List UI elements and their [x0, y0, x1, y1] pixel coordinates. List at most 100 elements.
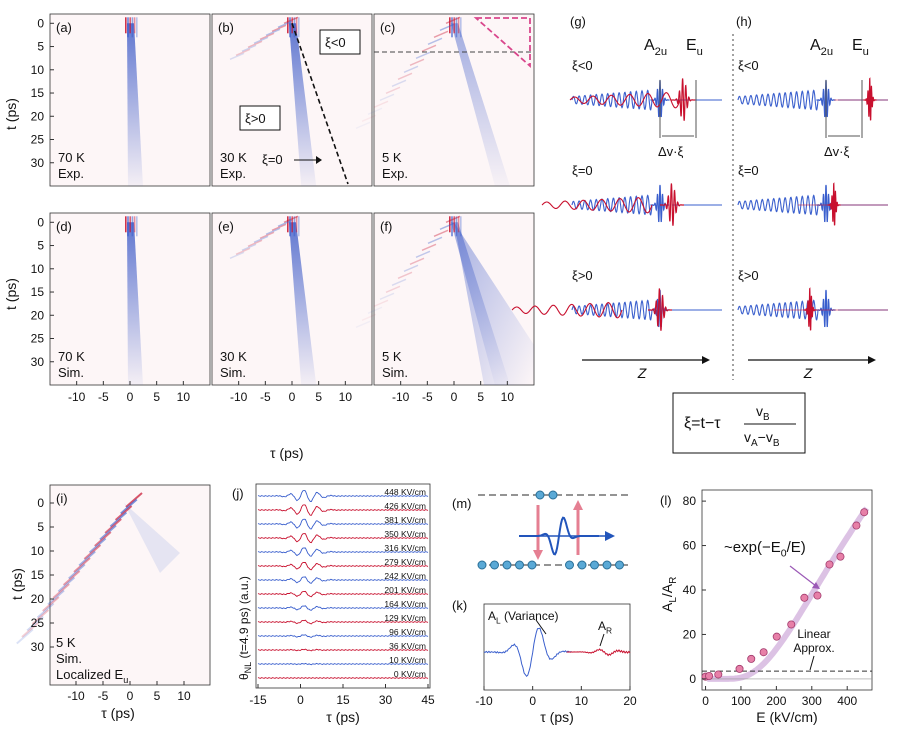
schematic-g: (g) A2u Eu ξ<0 Δv·ξ ξ=0 ξ>0 Z	[511, 14, 722, 381]
fringe	[120, 498, 138, 515]
fringe	[109, 511, 128, 528]
a2u-pulse	[650, 184, 670, 223]
panel-m: (m)	[452, 490, 632, 570]
panel-label: (j)	[232, 486, 244, 501]
trace	[257, 518, 429, 530]
fringe	[355, 121, 371, 129]
trace	[257, 533, 429, 544]
y-tick-label: 5	[37, 40, 44, 54]
xi-zero-label: ξ=0	[262, 152, 283, 167]
blue-streak	[451, 23, 510, 186]
fit-label-rest: /E)	[787, 539, 806, 556]
fringe	[391, 79, 407, 87]
fringe	[104, 518, 122, 534]
y-tick-label: 15	[31, 86, 45, 100]
eu-pulse	[660, 183, 684, 226]
core-stripe	[449, 216, 451, 233]
AR-arrow	[599, 633, 605, 647]
fringe	[36, 602, 55, 619]
xi-case-label: ξ=0	[738, 163, 759, 178]
heatmap-frame	[373, 13, 535, 187]
x-tick-label: 15	[336, 693, 350, 707]
AR-label: AR	[598, 619, 612, 636]
fringe	[235, 247, 251, 255]
blue-streak	[289, 222, 317, 385]
legend-eu-main: E	[852, 37, 863, 54]
core-stripe	[293, 216, 296, 237]
linear-arrow	[809, 655, 815, 671]
i-line1: 5 K	[56, 635, 76, 650]
eu-pulse	[803, 287, 817, 331]
fringe	[47, 589, 65, 606]
panel-label: (h)	[736, 14, 752, 29]
data-point	[714, 670, 723, 679]
trace	[257, 605, 429, 611]
jy-rest: (t=4.9 ps) (a.u.)	[237, 576, 251, 662]
legend-a2u-sub: 2u	[655, 46, 667, 58]
trace-label: 316 KV/cm	[384, 543, 426, 553]
AR-label-main: A	[598, 619, 606, 633]
trace-label: 242 KV/cm	[384, 571, 426, 581]
panel-label: (l)	[660, 493, 672, 508]
x-tick-label: 5	[315, 390, 322, 404]
legend-a2u: A2u	[810, 37, 833, 58]
j-ylabel: θNL (t=4.9 ps) (a.u.)	[237, 576, 253, 680]
up-arrowhead	[573, 500, 583, 510]
y-tick-label: 40	[683, 583, 697, 597]
temp-label: 30 K	[220, 349, 247, 364]
panel-label: (f)	[380, 219, 392, 234]
fit-arrow	[789, 565, 817, 587]
l-ylabel: AL/AR	[659, 577, 679, 612]
fringe	[52, 583, 70, 599]
fit-label-sub: 0	[781, 548, 787, 560]
i-xlabel: τ (ps)	[101, 705, 135, 721]
wavepacket-schematic: (g)A2u Euξ<0Δv·ξξ=0ξ>0Z(h)A2u Euξ<0Δv·ξξ=0…	[511, 14, 888, 454]
core-stripe	[453, 17, 455, 34]
panel-label: (m)	[452, 496, 472, 511]
legend-eu-sub: u	[863, 46, 869, 58]
a2u-wave	[737, 194, 819, 216]
blue-streak	[127, 23, 143, 186]
formula-den: vA−vB	[744, 429, 780, 449]
fringe	[433, 30, 449, 38]
x-tick-label: -5	[98, 390, 109, 404]
y-tick-label: 10	[31, 63, 45, 77]
atom	[602, 560, 612, 570]
core-stripe	[298, 17, 300, 38]
fringe	[397, 271, 413, 279]
linear-label-1: Linear	[797, 627, 830, 641]
core-stripe	[129, 216, 131, 233]
atom	[527, 560, 537, 570]
core-stripe	[125, 17, 127, 34]
fringe	[99, 524, 117, 541]
dv-label: Δv·ξ	[658, 144, 684, 159]
i-ylabel: t (ps)	[9, 568, 25, 600]
data-point	[787, 620, 796, 629]
pink-triangle	[473, 17, 531, 69]
formula-lhs: ξ=t−τ	[684, 415, 721, 432]
a2u-wave	[571, 89, 653, 111]
core-stripe	[136, 17, 138, 38]
fringe	[379, 292, 395, 300]
panel-label: (a)	[56, 20, 72, 35]
trace-label: 426 KV/cm	[384, 501, 426, 511]
fringe	[391, 278, 407, 286]
legend-a2u-main: A	[810, 37, 821, 54]
trace-label: 96 KV/cm	[389, 627, 426, 637]
panel-l: (l) 0 100 200 300 400 0 20 40 60 80 E (kV/cm) AL/AR ~…	[659, 489, 873, 725]
y-tick-label: 20	[31, 109, 45, 123]
AR-label-sub: R	[606, 626, 612, 636]
y-tick-label: 30	[31, 355, 45, 369]
den-a: v	[744, 429, 751, 445]
fringe	[439, 23, 455, 31]
blue-streak	[127, 222, 143, 385]
legend-a2u: A2u	[644, 37, 667, 58]
core-stripe	[451, 216, 453, 237]
data-point	[800, 593, 809, 602]
panel-label: (k)	[452, 598, 467, 613]
x-tick-label: -10	[230, 390, 248, 404]
blue-fan	[124, 503, 180, 573]
